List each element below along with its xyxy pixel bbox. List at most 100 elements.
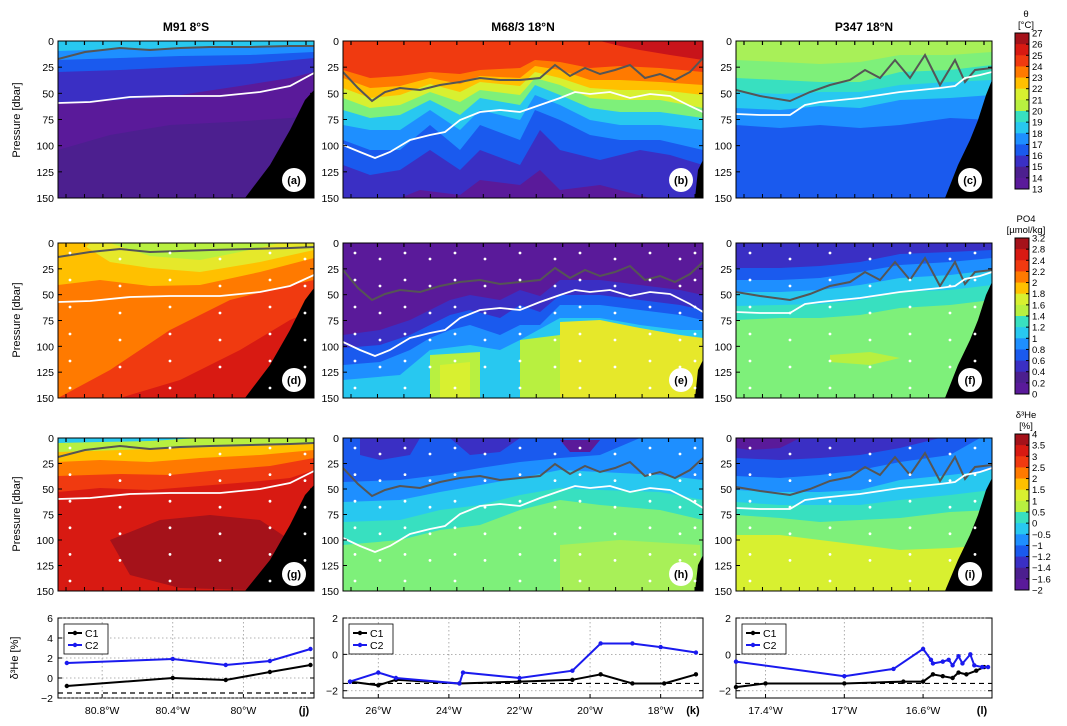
y-tick-label: 0	[333, 433, 339, 445]
data-point-c2	[979, 664, 985, 670]
sample-dot	[483, 505, 487, 509]
y-tick-label: 50	[327, 88, 339, 100]
sample-dot	[948, 452, 952, 456]
y-tick-label: 75	[327, 510, 339, 522]
svg-text:(a): (a)	[287, 175, 301, 187]
sample-dot	[378, 311, 382, 315]
colorbar-swatch	[1015, 155, 1029, 168]
sample-dot	[948, 257, 952, 261]
y-tick-label: 100	[714, 341, 732, 353]
sample-dot	[613, 505, 617, 509]
sample-dot	[678, 532, 682, 536]
data-point-c2	[950, 663, 955, 668]
sample-dot	[678, 257, 682, 261]
y-tick-label: 0	[333, 238, 339, 250]
svg-text:(b): (b)	[674, 175, 688, 187]
panel-b-white-contour	[343, 91, 703, 159]
sample-dot	[648, 579, 652, 583]
y-tick-label: 150	[321, 193, 339, 205]
y-tick-label: 75	[720, 115, 732, 127]
sample-dot	[693, 553, 697, 556]
colorbar-swatch	[1015, 55, 1029, 67]
sample-dot	[118, 365, 122, 369]
sample-dot	[268, 553, 272, 556]
sample-dot	[68, 332, 72, 336]
y-tick-label: 50	[720, 484, 732, 496]
sample-dots	[68, 251, 977, 583]
y-tick-label: 6	[47, 613, 53, 625]
sample-dot	[483, 559, 487, 562]
data-point-c2	[393, 675, 399, 681]
sample-dot	[168, 446, 172, 450]
colorbar-swatch	[1015, 545, 1029, 558]
y-tick-label: 125	[36, 167, 54, 179]
y-tick-label: −2	[326, 686, 338, 698]
sample-dot	[553, 559, 557, 562]
x-tick-label: 17.4°W	[748, 705, 783, 717]
y-tick-label: 25	[42, 62, 54, 74]
sample-dot	[268, 359, 272, 363]
panel-letter-h: (h)	[669, 562, 693, 586]
sample-dot	[118, 452, 122, 456]
sample-dot	[483, 532, 487, 536]
sample-dot	[403, 499, 407, 503]
data-point-c2	[733, 659, 739, 664]
data-point-c2	[985, 664, 991, 670]
y-tick-label: 100	[714, 141, 732, 153]
panel-h-bathymetry	[695, 555, 703, 591]
legend-marker	[72, 630, 78, 636]
colorbar-swatch	[1015, 122, 1029, 134]
colorbar-tick-label: −1	[1032, 541, 1043, 552]
colorbar-tick-label: −1.4	[1032, 563, 1051, 574]
sample-dot	[748, 446, 752, 450]
sample-dot	[693, 251, 697, 255]
sample-dot	[578, 579, 582, 583]
data-point-c2	[64, 660, 70, 666]
y-tick-label: 50	[42, 290, 54, 302]
sample-dot	[303, 559, 307, 562]
y-tick-label: 0	[726, 433, 732, 445]
y-tick-label: 0	[48, 238, 54, 250]
colorbar-swatch	[1015, 111, 1029, 123]
colorbar-swatch	[1015, 271, 1029, 284]
panel-c-gray-contour	[736, 52, 992, 103]
colorbar-tick-label: −1.2	[1032, 552, 1051, 563]
panel-c-temperature-section	[736, 41, 992, 198]
sample-dot	[613, 338, 617, 342]
colorbar-swatch	[1015, 456, 1029, 468]
colorbar-title: PO4	[1016, 214, 1035, 225]
sample-dot	[908, 499, 912, 503]
y-tick-label: 100	[36, 341, 54, 353]
sample-dot	[973, 305, 977, 309]
colorbar-swatch	[1015, 166, 1029, 179]
x-tick-label: 80°W	[230, 705, 256, 717]
sample-dot	[648, 446, 652, 450]
colorbar-tick-label: 1.5	[1032, 485, 1045, 496]
section-y-axes: 0 25 50 75 100 125 150 0 25 50 75 100 125 150 0 25 50 75 1…	[36, 36, 992, 598]
data-point-c2	[920, 646, 926, 652]
colorbar-tick-label: 14	[1032, 173, 1043, 184]
sample-dot	[353, 305, 357, 309]
sample-dot	[693, 386, 697, 390]
sample-dot	[908, 446, 912, 450]
legend-label: C1	[85, 628, 99, 640]
sample-dot	[613, 284, 617, 288]
panel-h-he3-section	[343, 438, 703, 591]
panel-b-gray-contour	[343, 57, 703, 103]
panel-d-white-contour	[58, 274, 314, 303]
data-point-c2	[940, 659, 945, 664]
legend-box	[63, 623, 109, 655]
sample-dot	[868, 532, 872, 536]
y-tick-label: 75	[42, 115, 54, 127]
sample-dot	[553, 452, 557, 456]
sample-dot	[693, 359, 697, 363]
colorbar-tick-label: 0.6	[1032, 356, 1045, 367]
sample-dot	[948, 505, 952, 509]
sample-dot	[303, 311, 307, 315]
sample-dot	[518, 332, 522, 336]
y-tick-label: 0	[48, 433, 54, 445]
colorbar-tick-label: 2	[1032, 278, 1037, 289]
sample-dot	[218, 311, 222, 315]
colorbar-tick-label: 18	[1032, 129, 1043, 140]
y-tick-label: 150	[321, 586, 339, 598]
